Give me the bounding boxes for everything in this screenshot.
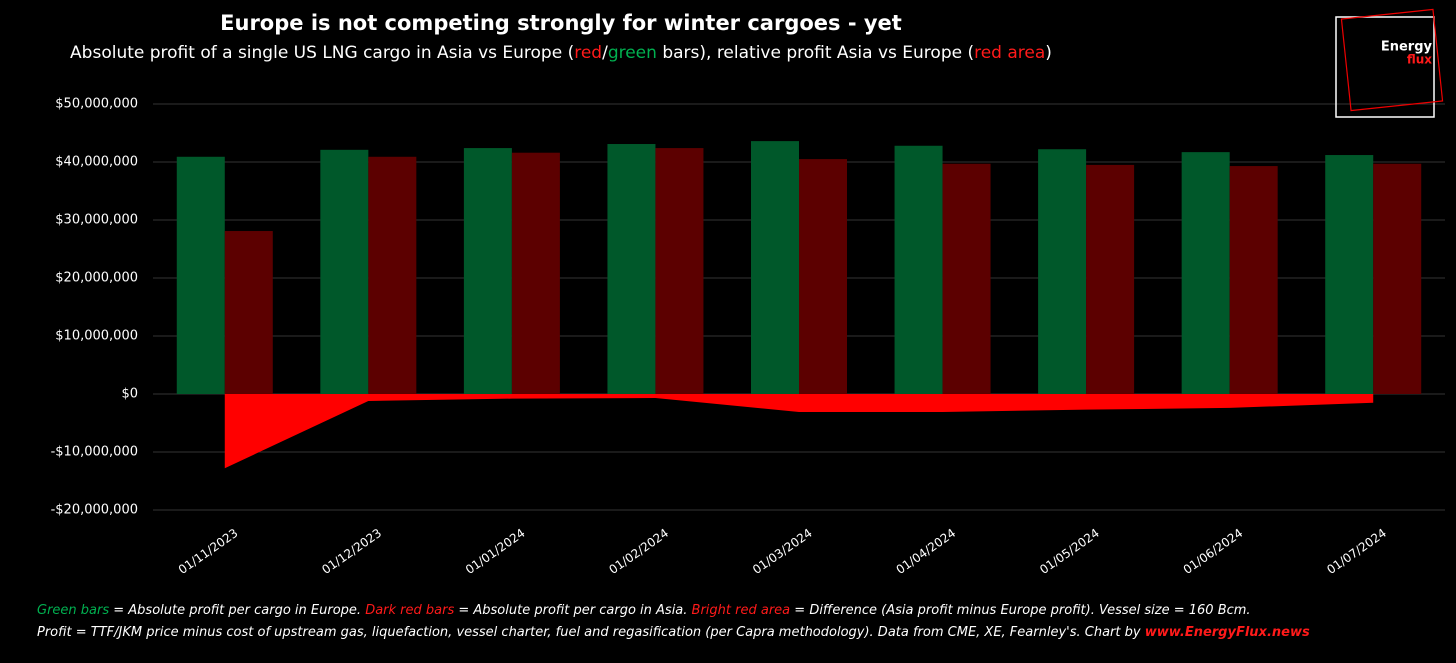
bar	[942, 163, 991, 394]
bar	[894, 145, 943, 394]
bar	[655, 148, 704, 394]
footnote-text: = Absolute profit per cargo in Asia.	[454, 603, 691, 618]
bar	[176, 156, 225, 394]
bar	[463, 148, 512, 394]
footnote-key: Bright red area	[692, 603, 791, 618]
logo-text: flux	[1407, 53, 1432, 67]
y-tick-label: $50,000,000	[55, 97, 138, 112]
logo-text: Energy	[1381, 40, 1433, 55]
subtitle-text: )	[1045, 43, 1052, 63]
x-tick-label: 01/07/2024	[1324, 526, 1389, 577]
footnote-link: www.EnergyFlux.news	[1145, 625, 1310, 640]
y-tick-label: $30,000,000	[55, 213, 138, 228]
bar	[511, 152, 560, 394]
subtitle-red: red	[574, 43, 602, 63]
footnote-text: = Absolute profit per cargo in Europe.	[109, 603, 365, 618]
area	[224, 394, 1374, 469]
y-tick-label: -$10,000,000	[51, 445, 138, 460]
bar	[799, 159, 847, 394]
subtitle-text: bars), relative profit Asia vs Europe (	[657, 43, 974, 63]
logo-accent	[1340, 8, 1444, 112]
y-tick-label: $40,000,000	[55, 155, 138, 170]
footnote-text: = Difference (Asia profit minus Europe p…	[790, 603, 1250, 618]
bar	[751, 141, 799, 394]
y-tick-label: $10,000,000	[55, 329, 138, 344]
footnote: Profit = TTF/JKM price minus cost of ups…	[37, 625, 1310, 640]
marks	[176, 141, 1422, 469]
bar	[1086, 164, 1135, 394]
bar	[607, 144, 656, 394]
x-tick-label: 01/03/2024	[750, 526, 815, 577]
subtitle-green: green	[608, 43, 657, 63]
x-tick-label: 01/05/2024	[1037, 526, 1102, 577]
chart-title: Europe is not competing strongly for win…	[220, 11, 902, 35]
subtitle-text: Absolute profit of a single US LNG cargo…	[70, 43, 574, 63]
x-tick-label: 01/06/2024	[1181, 526, 1246, 577]
logo: Energy flux	[1335, 8, 1444, 118]
bar	[368, 156, 417, 394]
bar	[1373, 163, 1422, 394]
bar	[320, 149, 369, 394]
footnote-key: Green bars	[37, 603, 109, 618]
footnote: Green bars = Absolute profit per cargo i…	[37, 603, 1251, 618]
bar	[1229, 166, 1278, 394]
y-tick-label: -$20,000,000	[51, 503, 138, 518]
subtitle-text: /	[602, 43, 608, 63]
subtitle-red: red area	[974, 43, 1045, 63]
bar	[1325, 155, 1374, 394]
logo-frame	[1335, 16, 1435, 118]
x-tick-label: 01/04/2024	[894, 526, 959, 577]
y-tick-label: $20,000,000	[55, 271, 138, 286]
chart-subtitle: Absolute profit of a single US LNG cargo…	[70, 43, 1052, 63]
bar	[224, 231, 273, 394]
x-tick-label: 01/12/2023	[319, 526, 384, 577]
footnote-text: Profit = TTF/JKM price minus cost of ups…	[37, 625, 1145, 640]
footnote-key: Dark red bars	[365, 603, 454, 618]
y-tick-label: $0	[121, 387, 138, 402]
bar	[1181, 152, 1230, 394]
x-tick-label: 01/02/2024	[606, 526, 671, 577]
x-tick-label: 01/01/2024	[463, 526, 528, 577]
bar	[1038, 149, 1087, 394]
x-tick-label: 01/11/2023	[176, 526, 241, 577]
